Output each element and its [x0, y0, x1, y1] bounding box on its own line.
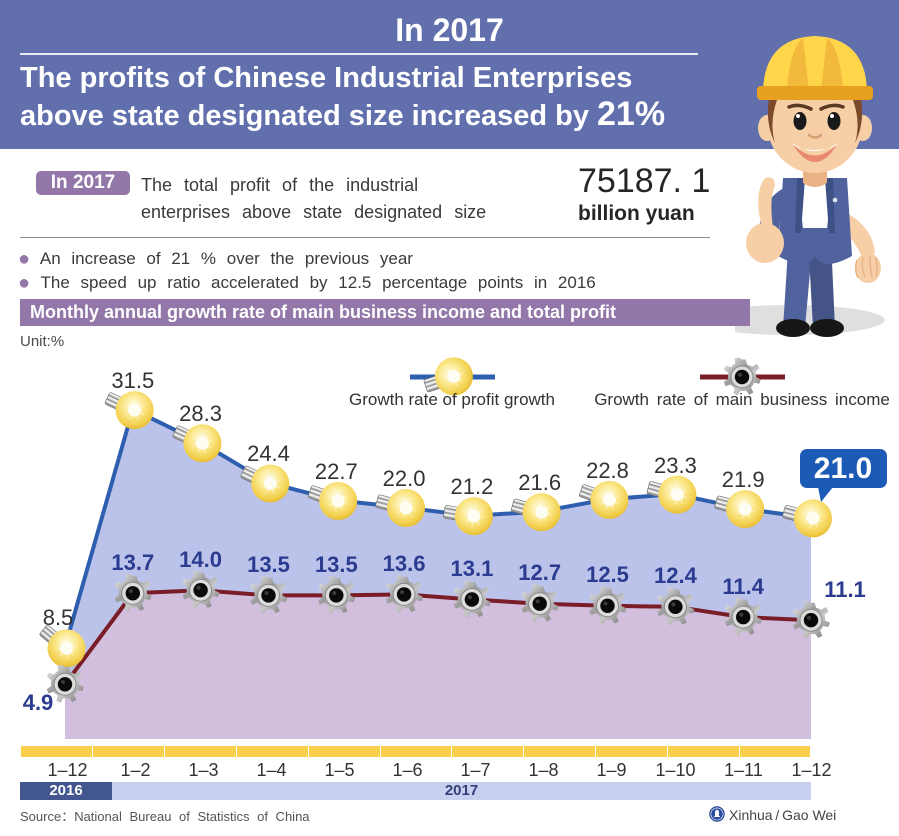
svg-text:12.4: 12.4	[654, 563, 698, 588]
svg-text:13.7: 13.7	[111, 550, 154, 575]
svg-text:22.8: 22.8	[586, 458, 629, 483]
svg-text:28.3: 28.3	[179, 401, 222, 426]
svg-text:12.7: 12.7	[518, 560, 561, 585]
svg-text:13.5: 13.5	[315, 552, 358, 577]
svg-text:Growth rate of profit growth: Growth rate of profit growth	[349, 390, 555, 409]
svg-text:22.0: 22.0	[383, 466, 426, 491]
svg-text:23.3: 23.3	[654, 453, 697, 478]
svg-text:31.5: 31.5	[111, 368, 154, 393]
svg-text:11.4: 11.4	[722, 574, 764, 599]
svg-text:14.0: 14.0	[179, 547, 222, 572]
svg-text:12.5: 12.5	[586, 562, 629, 587]
svg-text:8.5: 8.5	[43, 605, 74, 630]
svg-text:Growth rate of main business i: Growth rate of main business income	[594, 390, 890, 409]
svg-text:21.0: 21.0	[814, 452, 872, 485]
svg-text:13.5: 13.5	[247, 552, 290, 577]
svg-text:11.1: 11.1	[824, 577, 866, 602]
svg-text:21.6: 21.6	[518, 470, 561, 495]
svg-text:21.2: 21.2	[450, 474, 493, 499]
svg-text:13.6: 13.6	[383, 551, 426, 576]
svg-text:13.1: 13.1	[450, 556, 493, 581]
svg-text:24.4: 24.4	[247, 441, 290, 466]
svg-text:22.7: 22.7	[315, 459, 358, 484]
svg-text:4.9: 4.9	[23, 690, 54, 715]
svg-text:21.9: 21.9	[722, 467, 765, 492]
